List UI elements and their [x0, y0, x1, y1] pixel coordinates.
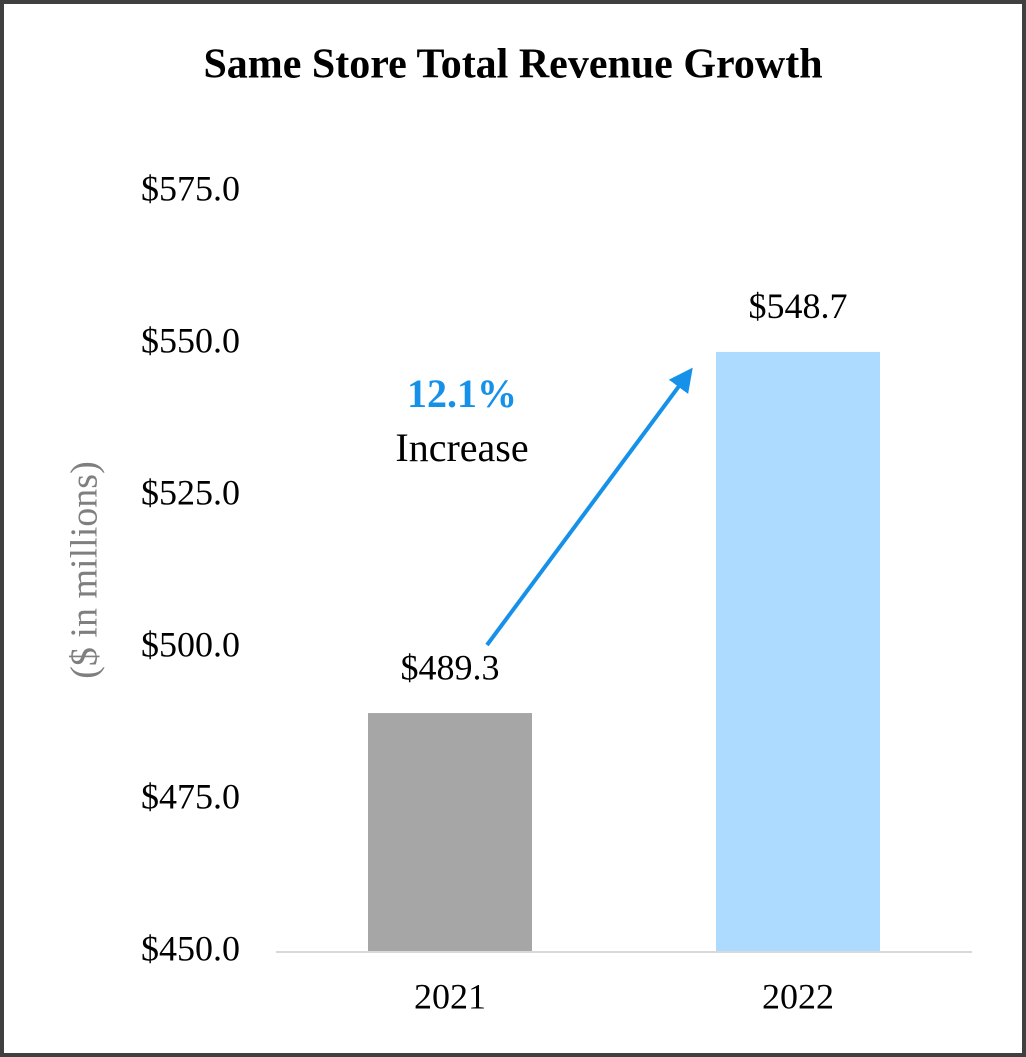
bar [716, 351, 880, 952]
value-label: $489.3 [401, 647, 500, 687]
y-tick-label: $525.0 [141, 472, 240, 512]
growth-arrow [485, 367, 693, 647]
bar [368, 713, 532, 952]
annotation-highlight: 12.1% [407, 371, 517, 416]
y-tick-label: $475.0 [141, 776, 240, 816]
y-tick-label: $550.0 [141, 320, 240, 360]
annotation-text: Increase [395, 425, 528, 470]
y-tick-label: $575.0 [141, 168, 240, 208]
y-axis-label: ($ in millions) [64, 461, 106, 678]
value-label: $548.7 [749, 286, 848, 326]
x-tick-label: 2021 [414, 976, 486, 1016]
x-tick-label: 2022 [762, 976, 834, 1016]
y-tick-label: $450.0 [141, 928, 240, 968]
chart-title: Same Store Total Revenue Growth [203, 42, 822, 88]
y-tick-label: $500.0 [141, 624, 240, 664]
